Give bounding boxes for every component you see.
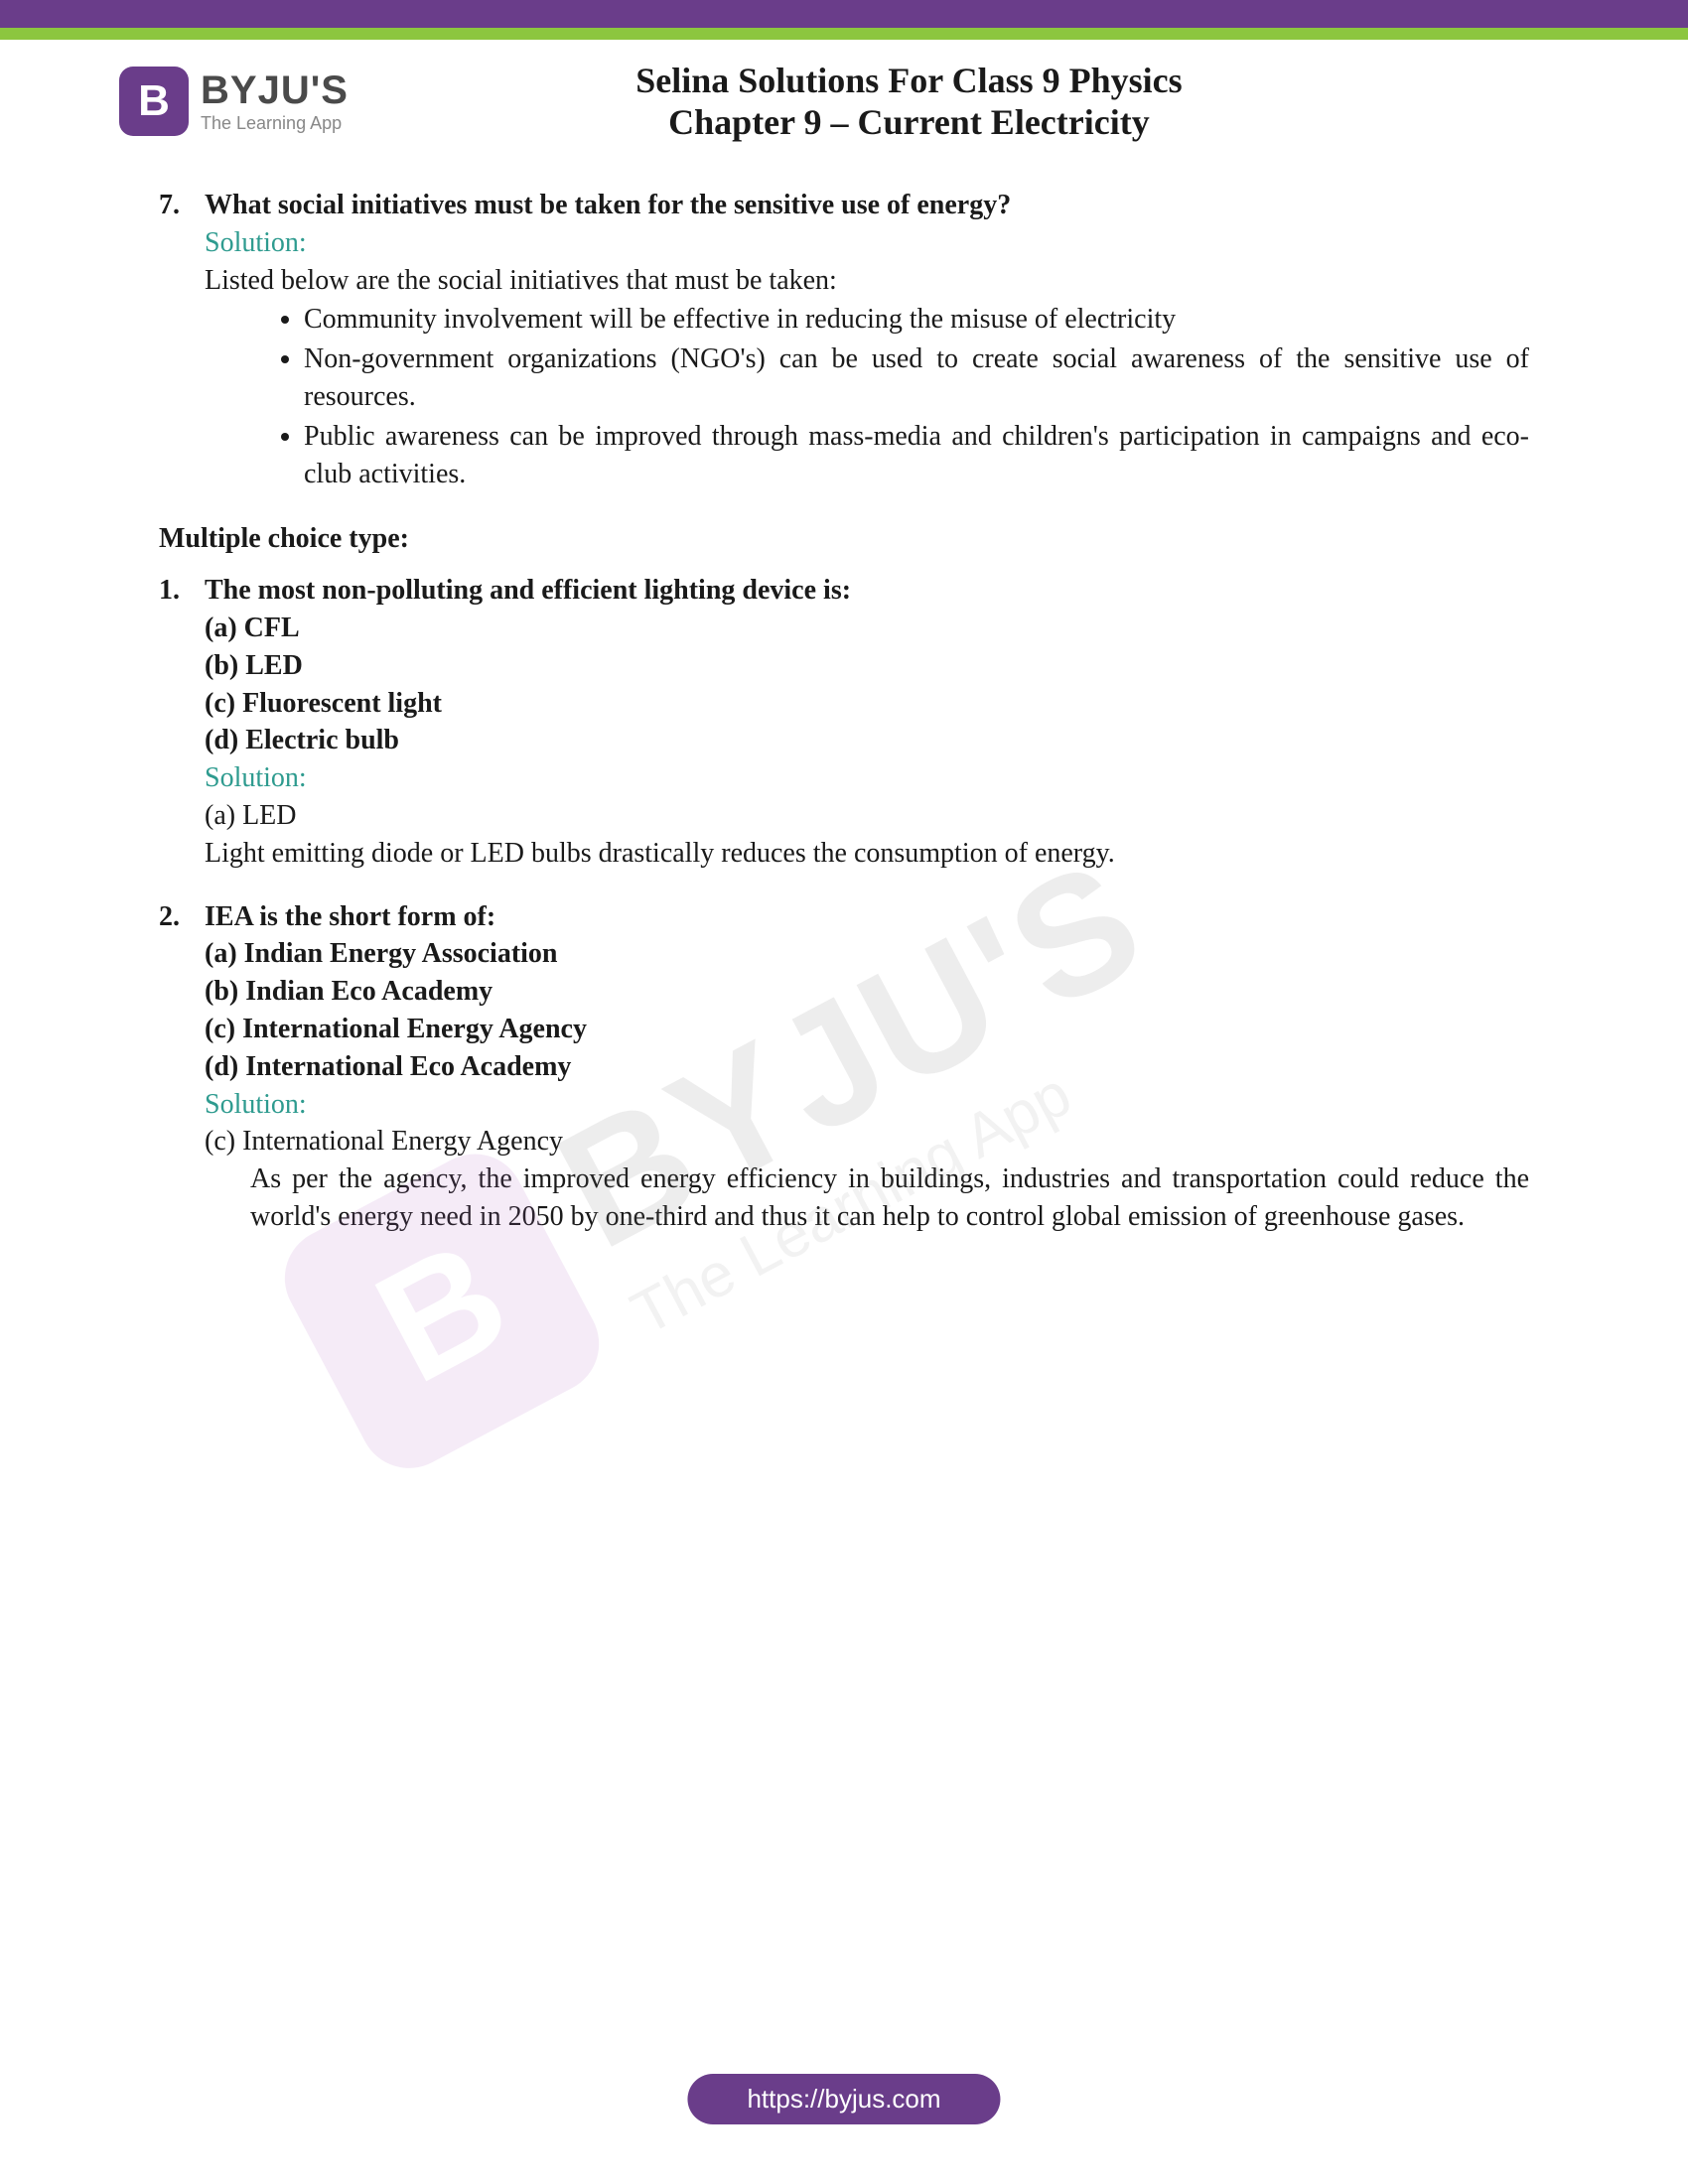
mc1-question: The most non-polluting and efficient lig… [205,572,1529,610]
mc2-question: IEA is the short form of: [205,898,1529,936]
logo-tagline: The Learning App [201,113,349,134]
logo: B BYJU'S The Learning App [119,67,349,136]
q7-intro: Listed below are the social initiatives … [205,262,1529,300]
title-line-1: Selina Solutions For Class 9 Physics [349,60,1470,101]
mc2-answer: (c) International Energy Agency [205,1123,1529,1160]
mc1-opt-b: (b) LED [205,647,1529,685]
title-line-2: Chapter 9 – Current Electricity [349,101,1470,143]
mc2-opt-a: (a) Indian Energy Association [205,935,1529,973]
footer-url: https://byjus.com [687,2074,1000,2124]
mc1-solution-label: Solution: [205,759,1529,797]
mc1-number: 1. [159,572,205,872]
content: 7. What social initiatives must be taken… [0,153,1688,1236]
q7-solution-label: Solution: [205,224,1529,262]
logo-text: BYJU'S The Learning App [201,68,349,134]
q7-number: 7. [159,187,205,492]
mc-heading: Multiple choice type: [159,520,1529,558]
mc2-explain: As per the agency, the improved energy e… [205,1160,1529,1236]
mc1-explain: Light emitting diode or LED bulbs drasti… [205,835,1529,873]
green-bar [0,28,1688,40]
logo-name: BYJU'S [201,68,349,113]
q7-bullet-3: Public awareness can be improved through… [304,418,1529,493]
question-7: 7. What social initiatives must be taken… [159,187,1529,492]
mc1-opt-a: (a) CFL [205,610,1529,647]
page-title: Selina Solutions For Class 9 Physics Cha… [349,60,1569,143]
q7-bullet-1: Community involvement will be effective … [304,301,1529,339]
mc-question-2: 2. IEA is the short form of: (a) Indian … [159,898,1529,1236]
q7-bullets: Community involvement will be effective … [205,301,1529,492]
mc2-solution-label: Solution: [205,1086,1529,1124]
mc1-answer: (a) LED [205,797,1529,835]
top-purple-bar [0,0,1688,28]
header: B BYJU'S The Learning App Selina Solutio… [0,40,1688,153]
mc2-opt-d: (d) International Eco Academy [205,1048,1529,1086]
mc1-opt-c: (c) Fluorescent light [205,685,1529,723]
q7-question: What social initiatives must be taken fo… [205,187,1529,224]
mc-question-1: 1. The most non-polluting and efficient … [159,572,1529,872]
q7-bullet-2: Non-government organizations (NGO's) can… [304,341,1529,416]
mc2-number: 2. [159,898,205,1236]
mc2-opt-c: (c) International Energy Agency [205,1011,1529,1048]
logo-mark-icon: B [119,67,189,136]
mc2-opt-b: (b) Indian Eco Academy [205,973,1529,1011]
mc1-opt-d: (d) Electric bulb [205,722,1529,759]
